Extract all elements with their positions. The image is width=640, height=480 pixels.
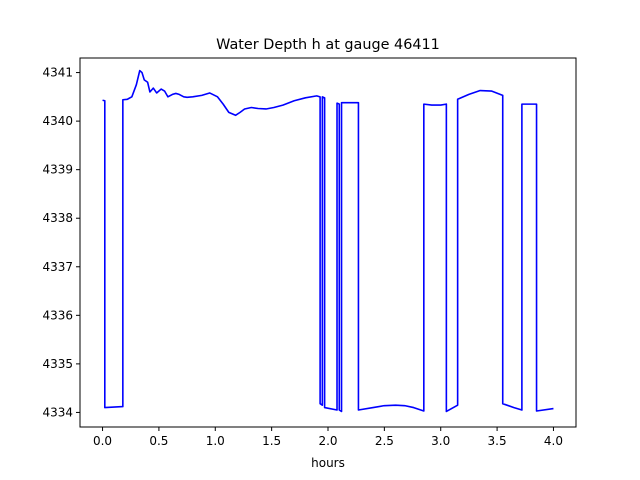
y-tick-label: 4334 xyxy=(42,405,73,419)
x-axis: 0.0 0.5 1.0 1.5 2.0 2.5 3.0 3.5 4.0 xyxy=(93,427,563,448)
x-axis-label: hours xyxy=(311,456,345,470)
x-tick-label: 1.0 xyxy=(206,434,225,448)
x-tick-label: 3.5 xyxy=(488,434,507,448)
x-tick-label: 0.5 xyxy=(149,434,168,448)
y-tick-label: 4339 xyxy=(42,163,73,177)
y-tick-label: 4338 xyxy=(42,211,73,225)
x-tick-label: 2.0 xyxy=(318,434,337,448)
y-axis: 4334 4335 4336 4337 4338 4339 4340 4341 xyxy=(42,66,80,419)
y-tick-label: 4336 xyxy=(42,308,73,322)
x-tick-label: 0.0 xyxy=(93,434,112,448)
x-tick-label: 4.0 xyxy=(544,434,563,448)
y-tick-label: 4341 xyxy=(42,66,73,80)
y-tick-label: 4340 xyxy=(42,114,73,128)
y-tick-label: 4335 xyxy=(42,357,73,371)
x-tick-label: 1.5 xyxy=(262,434,281,448)
x-tick-label: 3.0 xyxy=(431,434,450,448)
x-tick-label: 2.5 xyxy=(375,434,394,448)
series-line-0 xyxy=(102,69,554,413)
chart-title: Water Depth h at gauge 46411 xyxy=(216,37,440,53)
y-tick-label: 4337 xyxy=(42,260,73,274)
